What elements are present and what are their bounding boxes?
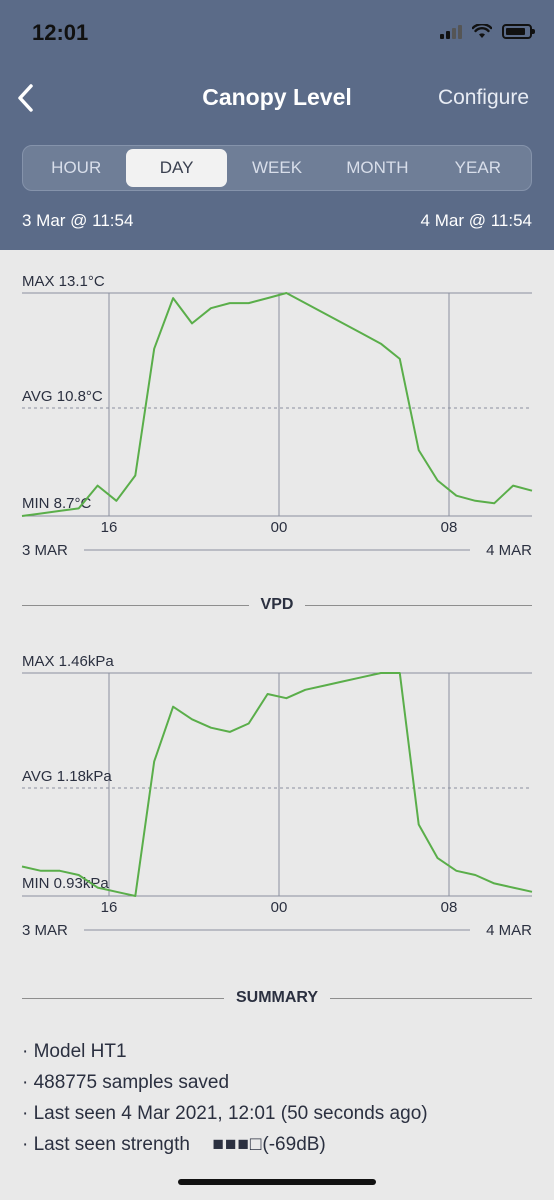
signal-strength-icon: ■■■□ <box>212 1134 263 1155</box>
min-label: MIN 8.7°C <box>22 495 92 512</box>
tab-day[interactable]: DAY <box>126 149 227 187</box>
end-date-label: 4 MAR <box>486 542 532 559</box>
max-label: MAX 13.1°C <box>22 273 105 290</box>
status-time: 12:01 <box>32 20 89 45</box>
start-date-label: 3 MAR <box>22 542 68 559</box>
x-tick-16: 16 <box>101 899 118 916</box>
header: 12:01 Canopy Level Configure HOUR DAY WE… <box>0 0 554 250</box>
x-tick-16: 16 <box>101 519 118 536</box>
start-date-label: 3 MAR <box>22 922 68 939</box>
avg-label: AVG 1.18kPa <box>22 768 112 785</box>
wifi-icon <box>472 24 492 38</box>
range-end: 4 Mar @ 11:54 <box>420 211 532 230</box>
battery-icon <box>502 24 535 39</box>
tab-year[interactable]: YEAR <box>454 158 501 177</box>
vpd-series-line <box>21 672 533 897</box>
x-tick-08: 08 <box>441 899 458 916</box>
tab-hour[interactable]: HOUR <box>51 158 102 177</box>
summary-section-header: SUMMARY <box>22 989 533 1007</box>
status-icons <box>440 24 535 39</box>
x-tick-00: 00 <box>271 899 288 916</box>
back-button[interactable] <box>8 80 42 116</box>
avg-label: AVG 10.8°C <box>22 388 103 405</box>
temperature-series-line <box>21 292 533 517</box>
strength-value: (-69dB) <box>262 1134 326 1155</box>
summary-title: SUMMARY <box>235 989 319 1006</box>
max-label: MAX 1.46kPa <box>22 653 114 670</box>
vpd-section-title: VPD <box>260 596 294 613</box>
summary-item-strength: · Last seen strength ■■■□(-69dB) <box>22 1129 428 1160</box>
summary-item-last-seen: · Last seen 4 Mar 2021, 12:01 (50 second… <box>22 1103 428 1124</box>
summary-item-model: · Model HT1 <box>22 1041 127 1062</box>
x-tick-00: 00 <box>271 519 288 536</box>
signal-icon <box>440 24 462 39</box>
tab-month[interactable]: MONTH <box>346 158 409 177</box>
configure-button[interactable]: Configure <box>437 86 529 109</box>
home-indicator <box>178 1179 376 1185</box>
time-range-tabs: HOUR DAY WEEK MONTH YEAR <box>22 145 532 191</box>
summary-list: · Model HT1 · 488775 samples saved · Las… <box>22 1036 428 1160</box>
range-start: 3 Mar @ 11:54 <box>22 211 134 230</box>
chevron-left-icon <box>18 84 33 112</box>
tab-week[interactable]: WEEK <box>251 158 303 177</box>
page-title: Canopy Level <box>202 84 352 110</box>
x-tick-08: 08 <box>441 519 458 536</box>
temperature-chart: MAX 13.1°C AVG 10.8°C MIN 8.7°C 16 00 08… <box>21 273 533 559</box>
summary-item-samples: · 488775 samples saved <box>22 1072 230 1093</box>
end-date-label: 4 MAR <box>486 922 532 939</box>
vpd-chart: MAX 1.46kPa AVG 1.18kPa MIN 0.93kPa 16 0… <box>21 653 533 939</box>
min-label: MIN 0.93kPa <box>22 875 109 892</box>
strength-label: · Last seen strength <box>22 1134 190 1155</box>
vpd-section-header: VPD <box>22 596 532 614</box>
